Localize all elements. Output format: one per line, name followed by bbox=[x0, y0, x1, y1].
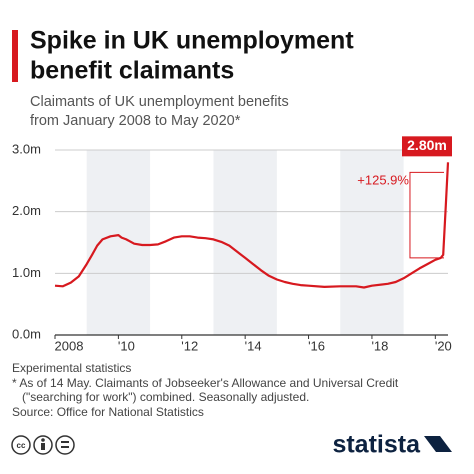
value-label-box bbox=[402, 136, 452, 157]
accent-bar bbox=[12, 30, 18, 82]
chart-subtitle: Claimants of UK unemployment benefits bbox=[30, 94, 289, 110]
x-tick-label: '14 bbox=[245, 338, 262, 353]
x-tick-label: '10 bbox=[118, 338, 135, 353]
x-tick-label: '16 bbox=[308, 338, 325, 353]
line-series bbox=[54, 162, 450, 289]
background-band bbox=[340, 150, 404, 335]
x-tick-label: '18 bbox=[371, 338, 388, 353]
x-tick-label: 2008 bbox=[55, 338, 84, 353]
license-icons: cc bbox=[11, 435, 75, 455]
y-tick-label: 0.0m bbox=[12, 326, 41, 341]
plot-area: 0.0m 1.0m 2.0m 3.0m 2008 '10 '12 '14 '16 '18 '20 +1… bbox=[12, 136, 452, 353]
chart-subtitle: from January 2008 to May 2020* bbox=[30, 113, 241, 129]
brand-logo: statista bbox=[332, 431, 421, 459]
note: * As of 14 May. Claimants of Jobseeker's… bbox=[12, 376, 399, 390]
source: Source: Office for National Statistics bbox=[12, 405, 204, 419]
note: ("searching for work") combined. Seasona… bbox=[22, 390, 309, 404]
svg-text:cc: cc bbox=[17, 441, 26, 450]
y-tick-label: 3.0m bbox=[12, 141, 41, 156]
y-tick-label: 2.0m bbox=[12, 203, 41, 218]
logo-mark bbox=[424, 436, 452, 452]
x-tick-label: '12 bbox=[181, 338, 198, 353]
chart-title: benefit claimants bbox=[30, 57, 234, 85]
background-band bbox=[86, 150, 151, 335]
change-bracket bbox=[409, 171, 444, 259]
x-tick-label: '20 bbox=[435, 338, 452, 353]
y-tick-label: 1.0m bbox=[12, 265, 41, 280]
chart-title: Spike in UK unemployment bbox=[30, 27, 354, 55]
change-label: +125.9% bbox=[357, 172, 409, 187]
value-label: 2.80m bbox=[407, 137, 447, 153]
note: Experimental statistics bbox=[12, 361, 131, 375]
